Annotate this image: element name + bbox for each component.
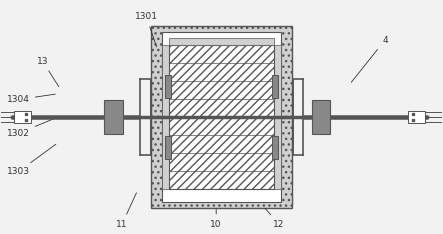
Bar: [168, 39, 275, 45]
Bar: [272, 136, 279, 159]
Bar: [14, 111, 31, 123]
Bar: [104, 99, 123, 135]
Bar: [162, 32, 281, 202]
Text: 12: 12: [265, 209, 284, 229]
Text: 1304: 1304: [7, 94, 55, 104]
Text: 11: 11: [117, 193, 136, 229]
Bar: [168, 45, 275, 189]
Text: 4: 4: [351, 36, 388, 82]
Bar: [151, 26, 292, 208]
Text: 13: 13: [37, 57, 59, 87]
Text: 1303: 1303: [7, 144, 56, 176]
Bar: [162, 45, 168, 189]
Bar: [408, 111, 425, 123]
Bar: [275, 45, 281, 189]
Text: 1302: 1302: [7, 118, 55, 138]
Bar: [311, 99, 330, 135]
Text: 1301: 1301: [135, 12, 158, 47]
Bar: [164, 75, 171, 98]
Text: 10: 10: [210, 209, 222, 229]
Bar: [164, 136, 171, 159]
Bar: [272, 75, 279, 98]
